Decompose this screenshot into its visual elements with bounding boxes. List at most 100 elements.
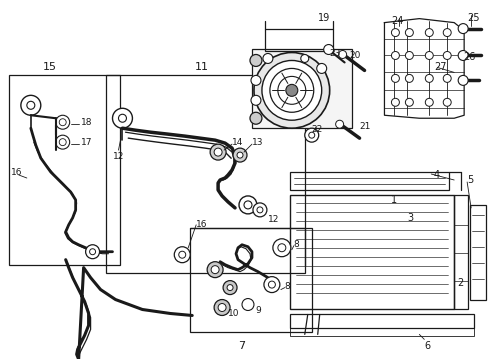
- Circle shape: [442, 98, 450, 106]
- Circle shape: [338, 50, 346, 58]
- Circle shape: [226, 285, 233, 291]
- Bar: [190, 228, 311, 332]
- Text: 1: 1: [390, 195, 397, 205]
- Circle shape: [269, 68, 313, 112]
- Circle shape: [223, 280, 237, 294]
- Circle shape: [425, 75, 432, 82]
- Text: 27: 27: [433, 62, 446, 72]
- Circle shape: [253, 53, 329, 128]
- Circle shape: [277, 244, 285, 252]
- Text: 13: 13: [251, 138, 263, 147]
- Circle shape: [457, 50, 467, 60]
- Text: 11: 11: [195, 62, 209, 72]
- Circle shape: [218, 303, 225, 311]
- Text: 7: 7: [238, 341, 244, 351]
- Bar: [264, 28, 332, 50]
- Circle shape: [256, 207, 263, 213]
- Bar: [469, 205, 485, 300]
- Circle shape: [425, 28, 432, 37]
- Bar: [289, 315, 473, 328]
- Text: 25: 25: [466, 13, 479, 23]
- Circle shape: [323, 45, 333, 54]
- Text: 14: 14: [232, 138, 243, 147]
- Circle shape: [210, 144, 225, 160]
- Circle shape: [442, 51, 450, 59]
- Circle shape: [174, 247, 190, 263]
- Text: 5: 5: [466, 175, 472, 185]
- Circle shape: [85, 245, 100, 259]
- Text: 21: 21: [359, 122, 370, 131]
- Circle shape: [457, 75, 467, 85]
- Circle shape: [405, 51, 412, 59]
- Text: 12: 12: [267, 215, 279, 224]
- Text: 17: 17: [81, 138, 92, 147]
- Circle shape: [56, 115, 69, 129]
- Circle shape: [405, 98, 412, 106]
- Text: 22: 22: [311, 125, 323, 134]
- Circle shape: [405, 75, 412, 82]
- Circle shape: [263, 54, 272, 63]
- Circle shape: [252, 203, 266, 217]
- Circle shape: [207, 262, 223, 278]
- Circle shape: [250, 75, 261, 85]
- Circle shape: [27, 101, 35, 109]
- Circle shape: [237, 152, 243, 158]
- Circle shape: [262, 60, 321, 120]
- Circle shape: [214, 300, 229, 315]
- Circle shape: [59, 139, 66, 146]
- Circle shape: [316, 63, 326, 73]
- Circle shape: [272, 239, 290, 257]
- Circle shape: [249, 112, 262, 124]
- Bar: [9, 75, 120, 265]
- Circle shape: [233, 148, 246, 162]
- Bar: [289, 195, 453, 310]
- Circle shape: [425, 51, 432, 59]
- Circle shape: [300, 54, 308, 62]
- Circle shape: [277, 76, 305, 104]
- Text: 12: 12: [112, 152, 123, 161]
- Circle shape: [268, 281, 275, 288]
- Text: 9: 9: [254, 306, 260, 315]
- Text: 23: 23: [329, 49, 340, 58]
- Text: 18: 18: [81, 118, 92, 127]
- Circle shape: [249, 54, 262, 67]
- Circle shape: [250, 95, 261, 105]
- Circle shape: [335, 120, 343, 128]
- Text: 8: 8: [285, 282, 290, 291]
- Circle shape: [244, 201, 251, 209]
- Circle shape: [211, 266, 219, 274]
- Bar: [289, 172, 448, 190]
- Circle shape: [59, 119, 66, 126]
- Text: 20: 20: [349, 50, 360, 59]
- Circle shape: [308, 132, 314, 138]
- Circle shape: [179, 251, 185, 258]
- Text: 19: 19: [317, 13, 329, 23]
- Circle shape: [239, 196, 256, 214]
- Circle shape: [390, 28, 399, 37]
- Text: 16: 16: [196, 220, 207, 229]
- Text: 15: 15: [42, 62, 57, 72]
- Circle shape: [214, 148, 222, 156]
- Circle shape: [242, 298, 253, 310]
- Circle shape: [264, 276, 279, 293]
- Circle shape: [112, 108, 132, 128]
- Circle shape: [21, 95, 41, 115]
- Circle shape: [442, 75, 450, 82]
- Circle shape: [56, 135, 69, 149]
- Bar: [251, 49, 351, 128]
- Circle shape: [285, 84, 297, 96]
- Circle shape: [304, 128, 318, 142]
- Text: 4: 4: [432, 170, 439, 180]
- Text: 3: 3: [407, 213, 413, 223]
- Text: 8: 8: [293, 240, 299, 249]
- Text: 6: 6: [424, 341, 429, 351]
- Circle shape: [89, 249, 95, 255]
- Circle shape: [442, 28, 450, 37]
- Bar: [105, 75, 304, 273]
- Circle shape: [405, 28, 412, 37]
- Circle shape: [390, 75, 399, 82]
- Bar: [289, 328, 473, 336]
- Circle shape: [457, 24, 467, 33]
- Text: 2: 2: [456, 278, 463, 288]
- Text: 26: 26: [462, 53, 474, 63]
